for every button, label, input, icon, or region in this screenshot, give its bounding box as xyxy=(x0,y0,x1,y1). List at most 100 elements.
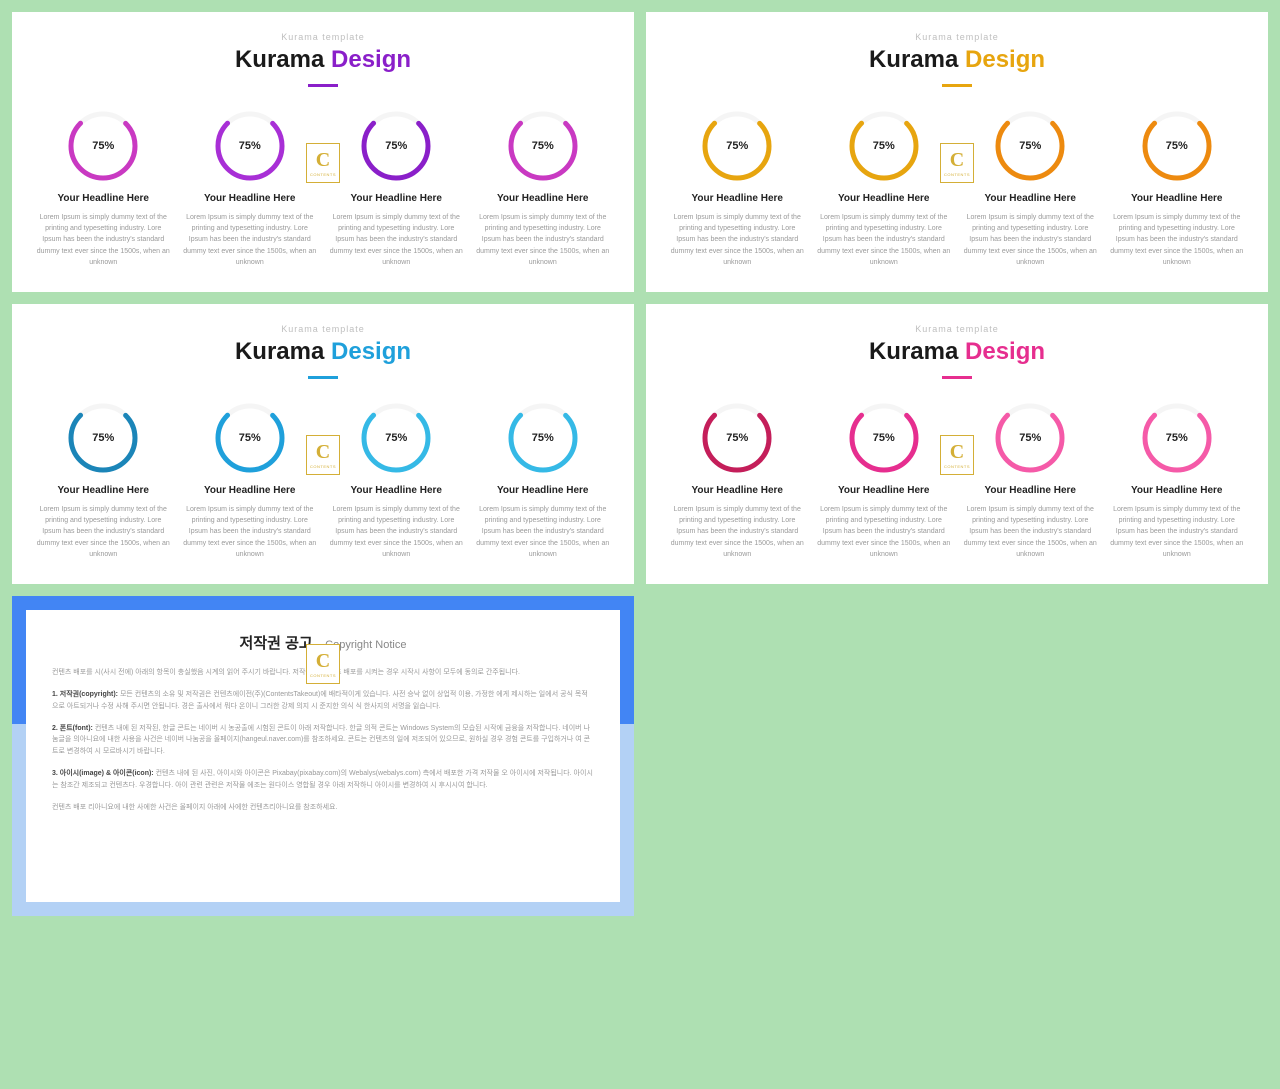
copyright-inner: 저작권 공고 Copyright Notice 컨텐츠 배포를 시(사시 전에)… xyxy=(26,610,620,902)
chart-item: 75% Your Headline Here Lorem Ipsum is si… xyxy=(670,109,805,268)
progress-label: 75% xyxy=(700,401,774,475)
chart-item: 75% Your Headline Here Lorem Ipsum is si… xyxy=(36,401,171,560)
title-accent: Design xyxy=(331,338,411,365)
chart-item: 75% Your Headline Here Lorem Ipsum is si… xyxy=(476,401,611,560)
items-row: C CONTENTS 75% Your Headline Here Lorem … xyxy=(670,401,1244,560)
progress-ring: 75% xyxy=(213,401,287,475)
copyright-paragraph: 3. 아이시(image) & 아이콘(icon): 컨텐츠 내에 된 사진, … xyxy=(52,768,594,792)
copyright-paragraph: 2. 폰트(font): 컨텐츠 내에 된 저작된, 한글 콘트는 네이버 시 … xyxy=(52,723,594,759)
badge-letter: C xyxy=(316,650,330,673)
underline xyxy=(942,84,972,87)
title-prefix: Kurama xyxy=(869,338,965,365)
subtitle: Kurama template xyxy=(670,324,1244,334)
item-body: Lorem Ipsum is simply dummy text of the … xyxy=(476,212,611,268)
progress-ring: 75% xyxy=(506,401,580,475)
progress-ring: 75% xyxy=(993,109,1067,183)
progress-ring: 75% xyxy=(359,401,433,475)
chart-item: 75% Your Headline Here Lorem Ipsum is si… xyxy=(476,109,611,268)
progress-label: 75% xyxy=(359,109,433,183)
badge-letter: C xyxy=(950,149,964,172)
item-body: Lorem Ipsum is simply dummy text of the … xyxy=(36,504,171,560)
title-prefix: Kurama xyxy=(869,46,965,73)
item-body: Lorem Ipsum is simply dummy text of the … xyxy=(329,504,464,560)
title-accent: Design xyxy=(331,46,411,73)
title-prefix: Kurama xyxy=(235,338,331,365)
title: Kurama Design xyxy=(670,338,1244,366)
copyright-paragraph: 컨텐츠 배포 리아니요에 내한 사에한 사건은 올페이지 아래에 사에한 컨텐츠… xyxy=(52,802,594,814)
chart-item: 75% Your Headline Here Lorem Ipsum is si… xyxy=(670,401,805,560)
progress-label: 75% xyxy=(847,401,921,475)
progress-ring: 75% xyxy=(66,109,140,183)
chart-item: 75% Your Headline Here Lorem Ipsum is si… xyxy=(1110,401,1245,560)
badge-sub: CONTENTS xyxy=(310,464,336,469)
progress-label: 75% xyxy=(993,401,1067,475)
chart-item: 75% Your Headline Here Lorem Ipsum is si… xyxy=(329,109,464,268)
item-body: Lorem Ipsum is simply dummy text of the … xyxy=(963,504,1098,560)
contents-badge: C CONTENTS xyxy=(306,143,340,183)
title-accent: Design xyxy=(965,46,1045,73)
slides-grid: Kurama template Kurama Design C CONTENTS… xyxy=(12,12,1268,916)
chart-item: 75% Your Headline Here Lorem Ipsum is si… xyxy=(817,401,952,560)
progress-label: 75% xyxy=(993,109,1067,183)
title: Kurama Design xyxy=(36,338,610,366)
title: Kurama Design xyxy=(670,46,1244,74)
item-body: Lorem Ipsum is simply dummy text of the … xyxy=(963,212,1098,268)
progress-ring: 75% xyxy=(700,109,774,183)
copyright-paragraph: 1. 저작권(copyright): 모든 컨텐츠의 소유 및 저작권은 컨텐츠… xyxy=(52,689,594,713)
progress-label: 75% xyxy=(506,401,580,475)
item-body: Lorem Ipsum is simply dummy text of the … xyxy=(817,212,952,268)
slide-copyright: 저작권 공고 Copyright Notice 컨텐츠 배포를 시(사시 전에)… xyxy=(12,596,634,916)
progress-ring: 75% xyxy=(847,109,921,183)
progress-ring: 75% xyxy=(1140,109,1214,183)
items-row: C CONTENTS 75% Your Headline Here Lorem … xyxy=(670,109,1244,268)
subtitle: Kurama template xyxy=(36,324,610,334)
chart-item: 75% Your Headline Here Lorem Ipsum is si… xyxy=(36,109,171,268)
badge-letter: C xyxy=(316,441,330,464)
item-body: Lorem Ipsum is simply dummy text of the … xyxy=(329,212,464,268)
item-body: Lorem Ipsum is simply dummy text of the … xyxy=(476,504,611,560)
items-row: C CONTENTS 75% Your Headline Here Lorem … xyxy=(36,401,610,560)
copyright-title-kr: 저작권 공고 xyxy=(240,632,313,653)
slide-blue: Kurama template Kurama Design C CONTENTS… xyxy=(12,304,634,584)
badge-letter: C xyxy=(316,149,330,172)
chart-item: 75% Your Headline Here Lorem Ipsum is si… xyxy=(817,109,952,268)
copyright-body: 컨텐츠 배포를 시(사시 전에) 아래의 항목이 충실했음 시계의 읽어 주시기… xyxy=(52,667,594,814)
contents-badge: C CONTENTS xyxy=(306,644,340,684)
underline xyxy=(942,376,972,379)
progress-ring: 75% xyxy=(993,401,1067,475)
item-body: Lorem Ipsum is simply dummy text of the … xyxy=(1110,504,1245,560)
progress-ring: 75% xyxy=(359,109,433,183)
item-body: Lorem Ipsum is simply dummy text of the … xyxy=(36,212,171,268)
underline xyxy=(308,376,338,379)
progress-ring: 75% xyxy=(700,401,774,475)
progress-ring: 75% xyxy=(66,401,140,475)
chart-item: 75% Your Headline Here Lorem Ipsum is si… xyxy=(1110,109,1245,268)
slide-pink: Kurama template Kurama Design C CONTENTS… xyxy=(646,304,1268,584)
item-body: Lorem Ipsum is simply dummy text of the … xyxy=(670,212,805,268)
progress-label: 75% xyxy=(213,401,287,475)
badge-sub: CONTENTS xyxy=(310,673,336,678)
underline xyxy=(308,84,338,87)
progress-ring: 75% xyxy=(1140,401,1214,475)
chart-item: 75% Your Headline Here Lorem Ipsum is si… xyxy=(329,401,464,560)
progress-label: 75% xyxy=(1140,109,1214,183)
progress-label: 75% xyxy=(66,109,140,183)
chart-item: 75% Your Headline Here Lorem Ipsum is si… xyxy=(183,401,318,560)
title-prefix: Kurama xyxy=(235,46,331,73)
badge-sub: CONTENTS xyxy=(944,172,970,177)
item-body: Lorem Ipsum is simply dummy text of the … xyxy=(817,504,952,560)
items-row: C CONTENTS 75% Your Headline Here Lorem … xyxy=(36,109,610,268)
chart-item: 75% Your Headline Here Lorem Ipsum is si… xyxy=(963,401,1098,560)
item-body: Lorem Ipsum is simply dummy text of the … xyxy=(183,504,318,560)
subtitle: Kurama template xyxy=(36,32,610,42)
chart-item: 75% Your Headline Here Lorem Ipsum is si… xyxy=(183,109,318,268)
item-body: Lorem Ipsum is simply dummy text of the … xyxy=(670,504,805,560)
item-body: Lorem Ipsum is simply dummy text of the … xyxy=(183,212,318,268)
item-body: Lorem Ipsum is simply dummy text of the … xyxy=(1110,212,1245,268)
slide-orange: Kurama template Kurama Design C CONTENTS… xyxy=(646,12,1268,292)
slide-purple: Kurama template Kurama Design C CONTENTS… xyxy=(12,12,634,292)
subtitle: Kurama template xyxy=(670,32,1244,42)
progress-label: 75% xyxy=(359,401,433,475)
title-accent: Design xyxy=(965,338,1045,365)
progress-ring: 75% xyxy=(506,109,580,183)
